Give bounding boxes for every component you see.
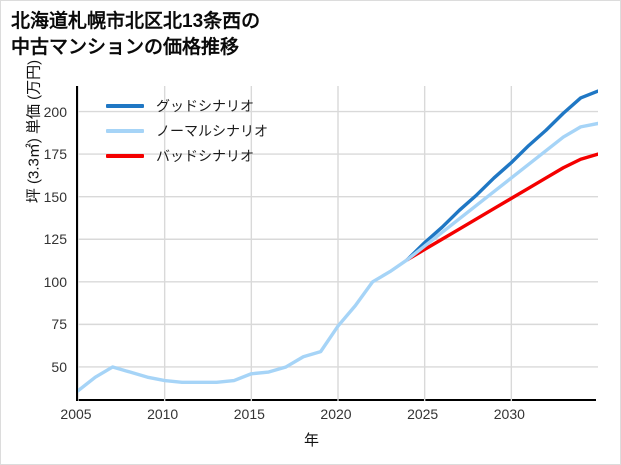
legend-item-bad: バッドシナリオ (106, 143, 268, 168)
legend-swatch-good (106, 103, 144, 108)
plot-area (76, 86, 598, 401)
legend-item-normal: ノーマルシナリオ (106, 118, 268, 143)
y-tick-label: 125 (43, 231, 67, 248)
chart-title: 北海道札幌市北区北13条西の 中古マンションの価格推移 (11, 11, 261, 58)
x-tick-label: 2020 (320, 406, 352, 422)
series-lines (78, 89, 598, 393)
chart-canvas (78, 86, 598, 401)
legend-swatch-normal (106, 128, 144, 133)
series-line (405, 89, 598, 262)
y-tick-label: 100 (43, 273, 67, 290)
y-tick-label: 50 (51, 358, 67, 375)
legend-label-normal: ノーマルシナリオ (156, 122, 268, 139)
y-axis-label: 坪 (3.3㎡) 単価 (万円) (25, 59, 43, 204)
x-tick-label: 2005 (60, 406, 92, 422)
legend-item-good: グッドシナリオ (106, 93, 268, 118)
legend-label-good: グッドシナリオ (156, 97, 254, 114)
x-axis-label: 年 (303, 432, 319, 449)
series-line (405, 152, 598, 262)
series-line (78, 121, 598, 393)
x-tick-label: 2015 (233, 406, 265, 422)
chart-legend: グッドシナリオ ノーマルシナリオ バッドシナリオ (106, 93, 268, 168)
x-tick-label: 2030 (493, 406, 525, 422)
legend-label-bad: バッドシナリオ (156, 147, 254, 164)
x-tick-label: 2025 (407, 406, 439, 422)
y-tick-label: 75 (51, 316, 67, 333)
legend-swatch-bad (106, 153, 144, 158)
x-tick-label: 2010 (147, 406, 179, 422)
